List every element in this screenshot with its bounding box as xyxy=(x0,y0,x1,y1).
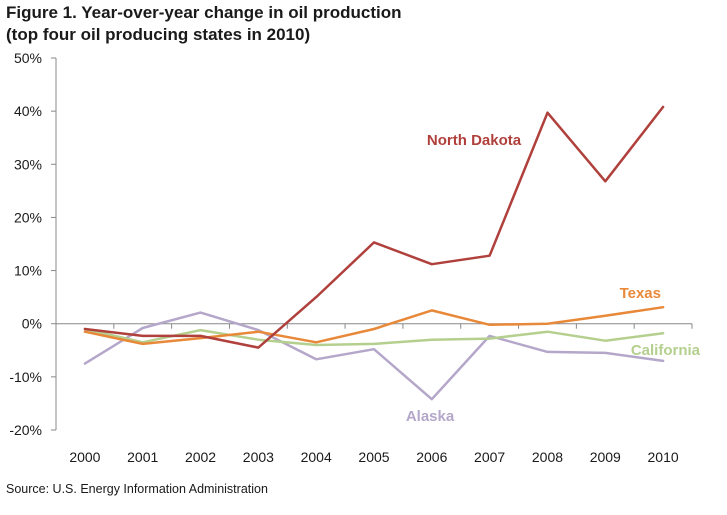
y-tick-label: 10% xyxy=(14,263,42,279)
x-tick-label: 2009 xyxy=(590,449,621,465)
y-tick-label: 30% xyxy=(14,156,42,172)
x-tick-label: 2004 xyxy=(301,449,332,465)
y-tick-label: -10% xyxy=(9,369,42,385)
y-tick-label: 40% xyxy=(14,103,42,119)
series-label-north-dakota: North Dakota xyxy=(427,132,522,149)
x-tick-label: 2010 xyxy=(648,449,679,465)
source-note: Source: U.S. Energy Information Administ… xyxy=(6,482,268,496)
chart-title-line2: (top four oil producing states in 2010) xyxy=(6,25,311,44)
y-tick-label: 20% xyxy=(14,209,42,225)
series-label-texas: Texas xyxy=(620,285,661,302)
series-label-california: California xyxy=(631,342,701,359)
series-line-texas xyxy=(83,305,665,346)
y-tick-label: 50% xyxy=(14,50,42,66)
y-tick-label: -20% xyxy=(9,422,42,438)
x-tick-label: 2000 xyxy=(69,449,100,465)
series-line-california xyxy=(83,327,665,347)
x-tick-label: 2001 xyxy=(127,449,158,465)
series-label-alaska: Alaska xyxy=(406,408,455,425)
x-tick-label: 2006 xyxy=(416,449,447,465)
x-tick-label: 2005 xyxy=(358,449,389,465)
x-tick-label: 2007 xyxy=(474,449,505,465)
chart-title: Figure 1. Year-over-year change in oil p… xyxy=(6,2,402,46)
chart-title-line1: Figure 1. Year-over-year change in oil p… xyxy=(6,3,402,22)
y-tick-label: 0% xyxy=(22,316,42,332)
x-tick-label: 2008 xyxy=(532,449,563,465)
series-line-alaska xyxy=(83,311,665,401)
series-line-north-dakota xyxy=(83,105,665,349)
x-tick-label: 2002 xyxy=(185,449,216,465)
x-tick-label: 2003 xyxy=(243,449,274,465)
